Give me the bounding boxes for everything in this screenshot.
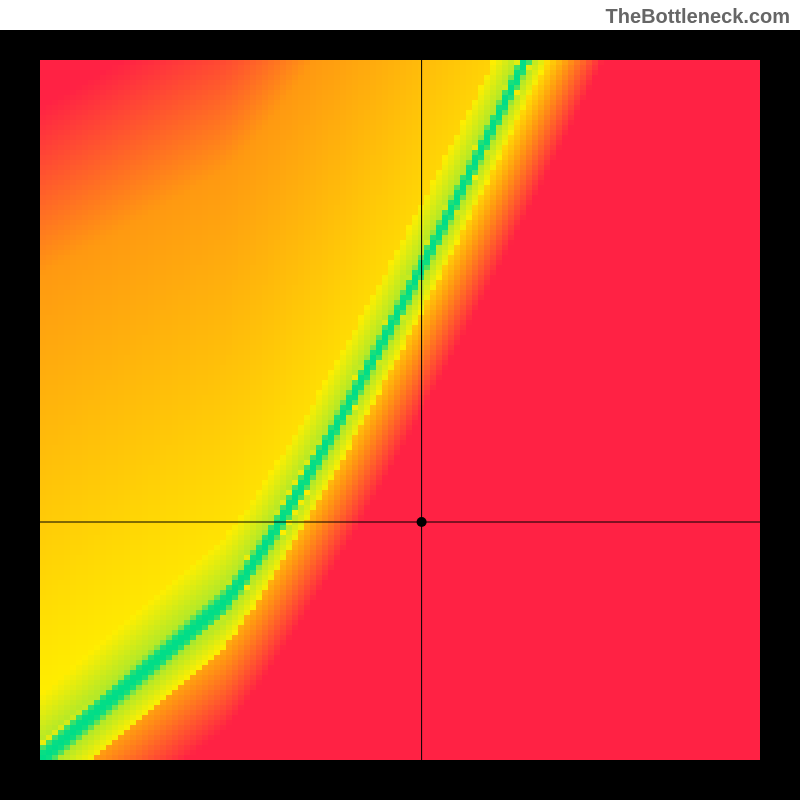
chart-container: TheBottleneck.com [0,0,800,800]
heatmap-canvas [40,60,760,760]
watermark-text: TheBottleneck.com [606,6,790,29]
chart-frame [0,30,800,800]
